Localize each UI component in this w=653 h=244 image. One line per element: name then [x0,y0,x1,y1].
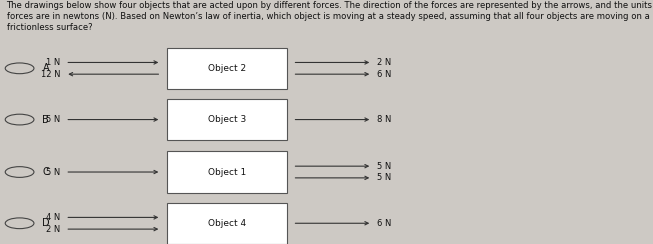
Text: 2 N: 2 N [46,225,60,234]
Text: Object 2: Object 2 [208,64,246,73]
Text: C: C [42,167,49,177]
Text: 1 N: 1 N [46,58,60,67]
Text: 5 N: 5 N [46,115,60,124]
Text: A: A [42,63,49,73]
Text: 8 N: 8 N [377,115,392,124]
Bar [167,48,287,89]
Text: 5 N: 5 N [46,168,60,176]
Text: Object 3: Object 3 [208,115,246,124]
Text: D: D [42,218,50,228]
Text: 4 N: 4 N [46,213,60,222]
Text: Object 4: Object 4 [208,219,246,228]
Bar [167,203,287,244]
Text: 5 N: 5 N [377,173,392,182]
Bar [167,151,287,193]
Text: The drawings below show four objects that are acted upon by different forces. Th: The drawings below show four objects tha… [7,1,653,32]
Text: Object 1: Object 1 [208,168,246,176]
Text: B: B [42,115,49,124]
Text: 6 N: 6 N [377,70,392,79]
Text: 5 N: 5 N [377,162,392,171]
Text: 6 N: 6 N [377,219,392,228]
Bar [167,99,287,140]
Text: 2 N: 2 N [377,58,392,67]
Text: 12 N: 12 N [40,70,60,79]
